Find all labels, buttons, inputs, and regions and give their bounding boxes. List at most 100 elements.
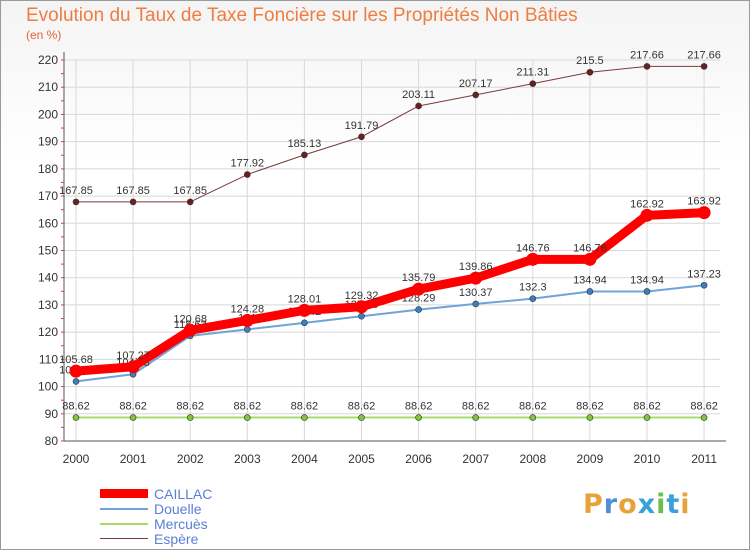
data-point bbox=[358, 312, 365, 320]
proxiti-logo: Proxiti bbox=[583, 489, 691, 520]
data-point bbox=[126, 360, 140, 374]
data-point bbox=[700, 63, 708, 70]
data-point bbox=[529, 414, 537, 421]
logo-letter: P bbox=[583, 489, 604, 520]
x-tick-label: 2008 bbox=[519, 452, 546, 466]
legend-item-douelle: Douelle bbox=[100, 501, 212, 517]
y-tick-label: 100 bbox=[38, 380, 58, 394]
data-point bbox=[355, 300, 368, 314]
data-label: 88.62 bbox=[405, 401, 433, 413]
data-label: 132.3 bbox=[519, 282, 547, 294]
data-point bbox=[412, 282, 426, 296]
data-point bbox=[301, 319, 308, 327]
data-point bbox=[586, 288, 594, 295]
y-tick-label: 170 bbox=[38, 189, 58, 203]
legend-swatch bbox=[100, 538, 148, 539]
data-label: 134.94 bbox=[573, 274, 607, 286]
y-tick-label: 80 bbox=[45, 434, 59, 448]
legend-label: Mercuès bbox=[154, 515, 208, 532]
data-label: 215.5 bbox=[576, 55, 604, 67]
legend-item-espère: Espère bbox=[100, 530, 212, 547]
legend-swatch bbox=[100, 522, 148, 525]
data-point bbox=[72, 414, 80, 421]
data-point bbox=[700, 414, 708, 421]
data-point bbox=[244, 414, 251, 421]
y-tick-label: 210 bbox=[38, 80, 58, 94]
x-tick-label: 2004 bbox=[291, 452, 318, 466]
data-point bbox=[183, 323, 197, 337]
data-point bbox=[697, 206, 711, 220]
data-label: 167.85 bbox=[173, 185, 207, 197]
data-label: 88.62 bbox=[234, 401, 262, 413]
data-point bbox=[640, 208, 654, 222]
series-line-douelle bbox=[75, 284, 706, 383]
chart-title: Evolution du Taux de Taxe Foncière sur l… bbox=[26, 5, 578, 26]
data-point bbox=[72, 198, 80, 206]
series-line-caillac bbox=[71, 208, 709, 376]
chart-legend: CAILLAC Douelle Mercuès Espère bbox=[100, 486, 212, 547]
x-tick-label: 2003 bbox=[234, 452, 261, 466]
data-point bbox=[643, 414, 651, 421]
data-label: 129.32 bbox=[345, 290, 379, 302]
data-point bbox=[583, 252, 597, 266]
data-point bbox=[472, 300, 480, 308]
data-point bbox=[529, 80, 537, 87]
data-point bbox=[69, 364, 83, 378]
data-label: 207.17 bbox=[459, 78, 493, 90]
legend-label: Espère bbox=[154, 530, 199, 547]
data-point bbox=[244, 326, 251, 333]
data-label: 124.28 bbox=[230, 303, 264, 315]
y-tick-label: 120 bbox=[38, 325, 58, 339]
data-label: 203.11 bbox=[402, 89, 435, 101]
data-label: 162.92 bbox=[630, 198, 664, 210]
data-label: 88.62 bbox=[291, 401, 319, 413]
data-point bbox=[526, 252, 540, 266]
data-point bbox=[72, 378, 80, 385]
y-tick-label: 140 bbox=[38, 271, 58, 285]
data-point bbox=[129, 414, 137, 421]
data-label: 137.23 bbox=[687, 268, 721, 280]
logo-letter: r bbox=[603, 489, 619, 520]
y-tick-label: 190 bbox=[38, 135, 58, 149]
data-point bbox=[415, 306, 422, 313]
data-label: 88.62 bbox=[348, 401, 376, 413]
x-tick-label: 2010 bbox=[634, 452, 661, 466]
data-point bbox=[186, 414, 194, 421]
legend-swatch bbox=[100, 489, 148, 498]
logo-letter: x bbox=[637, 489, 657, 520]
data-point bbox=[415, 102, 422, 110]
legend-item-caillac: CAILLAC bbox=[100, 486, 212, 502]
x-tick-label: 2011 bbox=[691, 452, 717, 466]
data-label: 134.94 bbox=[630, 274, 664, 286]
chart-unit: (en %) bbox=[26, 28, 62, 42]
data-label: 105.68 bbox=[59, 354, 93, 366]
data-point bbox=[472, 91, 480, 99]
data-label: 211.31 bbox=[516, 67, 549, 79]
data-point bbox=[301, 414, 308, 421]
data-point bbox=[586, 68, 594, 76]
data-label: 107.27 bbox=[116, 350, 150, 362]
logo-letter: t bbox=[666, 489, 681, 520]
data-label: 120.68 bbox=[173, 313, 207, 325]
x-tick-label: 2005 bbox=[348, 452, 375, 466]
data-label: 128.01 bbox=[288, 293, 322, 305]
data-label: 217.66 bbox=[630, 49, 664, 61]
data-point bbox=[186, 198, 194, 206]
logo-letter: i bbox=[680, 489, 691, 520]
data-label: 163.92 bbox=[687, 196, 721, 208]
data-label: 146.76 bbox=[516, 242, 550, 254]
data-label: 88.62 bbox=[690, 401, 718, 413]
data-label: 146.76 bbox=[573, 242, 607, 254]
data-point bbox=[469, 271, 483, 285]
data-label: 217.66 bbox=[687, 49, 721, 61]
data-label: 177.92 bbox=[230, 158, 264, 170]
y-tick-label: 200 bbox=[38, 107, 58, 121]
data-point bbox=[643, 288, 651, 295]
data-label: 88.62 bbox=[462, 401, 490, 413]
x-tick-label: 2002 bbox=[177, 452, 204, 466]
series-line-espère bbox=[75, 65, 705, 203]
data-point bbox=[244, 171, 251, 178]
data-point bbox=[643, 63, 651, 70]
x-tick-label: 2006 bbox=[405, 452, 432, 466]
data-point bbox=[700, 281, 708, 289]
